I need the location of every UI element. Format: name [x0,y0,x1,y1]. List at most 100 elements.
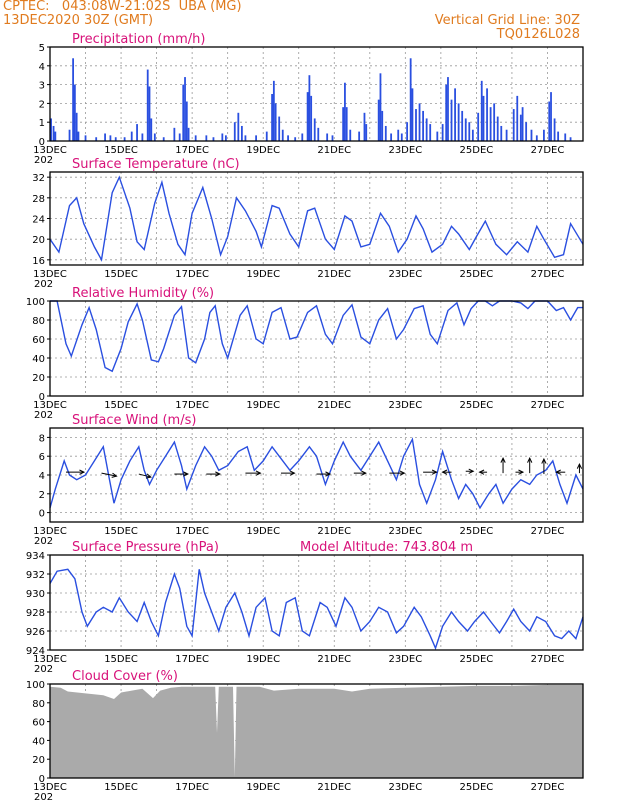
x-tick-label: 27DEC [531,654,565,665]
y-tick-label: 20 [32,373,45,384]
precip-bar [493,103,496,141]
precip-bar [557,131,560,141]
y-tick-label: 934 [26,551,45,562]
precip-bar [429,124,432,141]
precip-bar [326,133,329,141]
x-tick-label: 25DEC [460,269,494,280]
precip-bar [72,58,74,141]
precip-bar [447,77,449,141]
precip-bar [244,135,247,141]
x-tick-label: 25DEC [460,782,494,793]
y-tick-label: 0 [39,774,45,785]
panel-frame-0 [49,46,584,142]
precip-bar [148,86,151,141]
x-tick-label: 23DEC [388,145,422,156]
precip-bar [564,133,567,141]
precip-bar [109,135,112,141]
x-cut-label: 202 [34,536,53,547]
y-tick-label: 0 [39,137,45,148]
precip-bar [548,101,551,141]
precip-bar [450,99,453,141]
y-tick-label: 0 [39,392,45,403]
series-line-3 [49,437,584,510]
y-tick-label: 0 [39,509,45,520]
precip-bar [317,127,320,141]
wind-arrow-head [145,473,152,479]
x-tick-label: 21DEC [317,782,351,793]
y-tick-label: 1 [39,118,45,129]
y-tick-label: 8 [39,433,45,444]
precip-bar [185,101,188,141]
precip-bar [415,109,417,141]
precip-bar [255,135,257,141]
x-tick-label: 27DEC [531,782,565,793]
x-tick-label: 19DEC [246,269,280,280]
precip-bar [184,77,186,141]
precip-bar [464,118,467,141]
precip-bar [77,131,80,141]
x-tick-label: 17DEC [175,145,209,156]
y-tick-label: 24 [32,215,45,226]
precip-bar [162,137,165,141]
precip-bar [52,125,55,141]
panel-title-3: Surface Wind (m/s) [72,413,196,428]
y-tick-label: 2 [39,490,45,501]
precip-bar [212,137,215,141]
panel-frame-5 [49,683,584,779]
model-altitude-label: Model Altitude: 743.804 m [300,540,473,555]
precip-bar [535,135,538,141]
y-tick-label: 3 [39,81,45,92]
x-cut-label: 202 [34,792,53,800]
x-tick-label: 17DEC [175,400,209,411]
x-tick-label: 19DEC [246,654,280,665]
y-tick-label: 924 [26,646,45,657]
y-tick-label: 930 [26,589,45,600]
precip-bar [480,80,483,141]
wind-arrow-head [555,469,561,475]
precip-bar [224,135,227,141]
precip-bar [516,95,519,141]
precip-bar [123,137,126,141]
precip-bar [365,124,368,141]
precip-bar [550,92,552,141]
precip-bar [233,122,236,141]
panel-title-0: Precipitation (mm/h) [72,32,205,47]
wind-arrow-head [289,470,296,476]
precip-bar [358,131,361,141]
precip-bar [381,110,384,141]
precip-bar [146,69,149,141]
precip-bar [274,103,277,141]
panel-frame-2 [49,300,584,397]
precip-bar [306,92,309,141]
precip-bar [136,124,138,141]
x-tick-label: 17DEC [175,526,209,537]
precip-bar [301,133,304,141]
x-tick-label: 15DEC [104,145,138,156]
precip-bar [512,109,515,141]
x-tick-label: 13DEC [33,654,67,665]
x-tick-label: 27DEC [531,526,565,537]
precip-bar [265,131,268,141]
precip-bar [445,84,448,141]
y-tick-label: 20 [32,755,45,766]
precip-bar [441,124,444,141]
precip-bar [178,133,181,141]
x-tick-label: 17DEC [175,269,209,280]
x-tick-label: 13DEC [33,782,67,793]
panel-frame-4 [49,554,584,651]
y-tick-label: 32 [32,173,45,184]
x-tick-label: 25DEC [460,400,494,411]
y-tick-label: 40 [32,736,45,747]
panel-title-4: Surface Pressure (hPa) [72,540,219,555]
wind-arrow-shaft [138,473,151,478]
x-tick-label: 21DEC [317,269,351,280]
precip-bar [313,118,316,141]
precip-bar [471,129,474,141]
precip-bar [422,110,424,141]
precip-bar [187,127,190,141]
wind-arrow-head [183,471,190,477]
precip-bar [237,112,240,141]
y-tick-label: 100 [26,297,45,308]
x-cut-label: 202 [34,279,53,290]
precip-bar [457,103,460,141]
